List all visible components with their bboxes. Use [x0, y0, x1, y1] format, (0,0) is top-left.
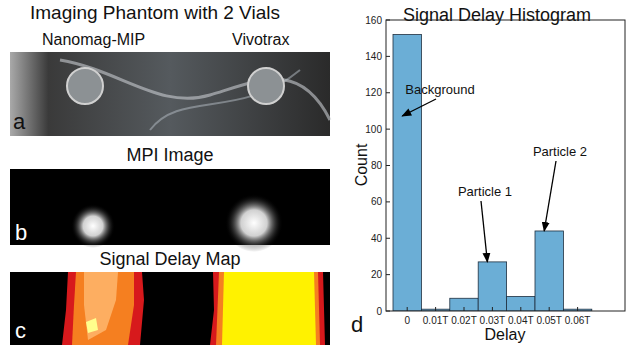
delay-region — [84, 272, 118, 340]
bar — [478, 262, 506, 311]
x-tick-label: 0.03T — [480, 315, 506, 326]
panel-title: MPI Image — [126, 145, 213, 165]
y-tick-label: 80 — [371, 160, 383, 171]
delay-region — [72, 272, 134, 345]
x-tick — [435, 307, 436, 311]
bar — [450, 298, 478, 311]
panel-title: Signal Delay Map — [99, 249, 240, 269]
y-tick-label: 40 — [371, 233, 383, 244]
y-tick — [386, 20, 390, 21]
photo-texture — [60, 60, 330, 120]
delay-map — [10, 272, 330, 345]
x-tick — [549, 307, 550, 311]
bar — [393, 35, 421, 311]
delay-region — [210, 272, 325, 345]
x-tick-label: 0.06T — [565, 315, 591, 326]
y-tick — [386, 165, 390, 166]
figure: Imaging Phantom with 2 Vials Nanomag-MIP V… — [0, 0, 638, 347]
y-tick-label: 160 — [365, 15, 382, 26]
y-tick-label: 100 — [365, 124, 382, 135]
y-axis-label: Count — [353, 143, 370, 186]
annotation-arrow — [402, 99, 436, 116]
phantom-photo — [10, 52, 330, 136]
y-tick — [386, 129, 390, 130]
x-tick-label: 0.01T — [423, 315, 449, 326]
x-tick-label: 0.05T — [536, 315, 562, 326]
panel-letter: d — [351, 312, 363, 337]
mpi-image — [10, 169, 330, 245]
x-tick — [492, 307, 493, 311]
y-tick — [386, 311, 390, 312]
y-tick-label: 140 — [365, 51, 382, 62]
y-tick — [386, 92, 390, 93]
y-tick — [386, 238, 390, 239]
x-tick — [464, 307, 465, 311]
y-tick — [386, 201, 390, 202]
y-tick-label: 20 — [371, 269, 383, 280]
annotation: Particle 2 — [533, 144, 587, 159]
y-tick — [386, 274, 390, 275]
x-tick — [577, 307, 578, 311]
annotation: Particle 1 — [458, 184, 512, 199]
y-tick-label: 0 — [376, 306, 382, 317]
figure-svg: Imaging Phantom with 2 Vials Nanomag-MIP V… — [0, 0, 638, 347]
plot-frame — [386, 20, 625, 311]
panel-title: Imaging Phantom with 2 Vials — [30, 2, 280, 23]
delay-region — [86, 318, 98, 333]
annotation: Background — [405, 82, 474, 97]
mpi-blob — [225, 194, 283, 252]
bar — [507, 296, 535, 311]
vial — [248, 68, 284, 104]
panel-letter: b — [15, 220, 27, 245]
x-tick — [520, 307, 521, 311]
mpi-blob — [71, 204, 115, 248]
vial — [67, 68, 103, 104]
delay-region — [216, 272, 320, 345]
x-tick-label: 0.02T — [451, 315, 477, 326]
delay-region — [62, 272, 144, 345]
panel-letter: a — [13, 109, 26, 134]
annotation-arrow — [544, 161, 556, 231]
panel-letter: c — [15, 318, 26, 343]
annotation-arrow — [481, 201, 487, 262]
x-axis-label: Delay — [485, 326, 526, 343]
bar — [535, 231, 563, 311]
vial-label: Vivotrax — [232, 31, 290, 48]
x-tick — [407, 307, 408, 311]
chart-title: Signal Delay Histogram — [403, 5, 591, 25]
bars — [393, 35, 592, 311]
delay-region — [222, 272, 316, 345]
y-tick — [386, 56, 390, 57]
y-tick-label: 60 — [371, 196, 383, 207]
vial-label: Nanomag-MIP — [42, 31, 145, 48]
y-tick-label: 120 — [365, 87, 382, 98]
x-tick-label: 0.04T — [508, 315, 534, 326]
x-tick-label: 0 — [404, 315, 410, 326]
